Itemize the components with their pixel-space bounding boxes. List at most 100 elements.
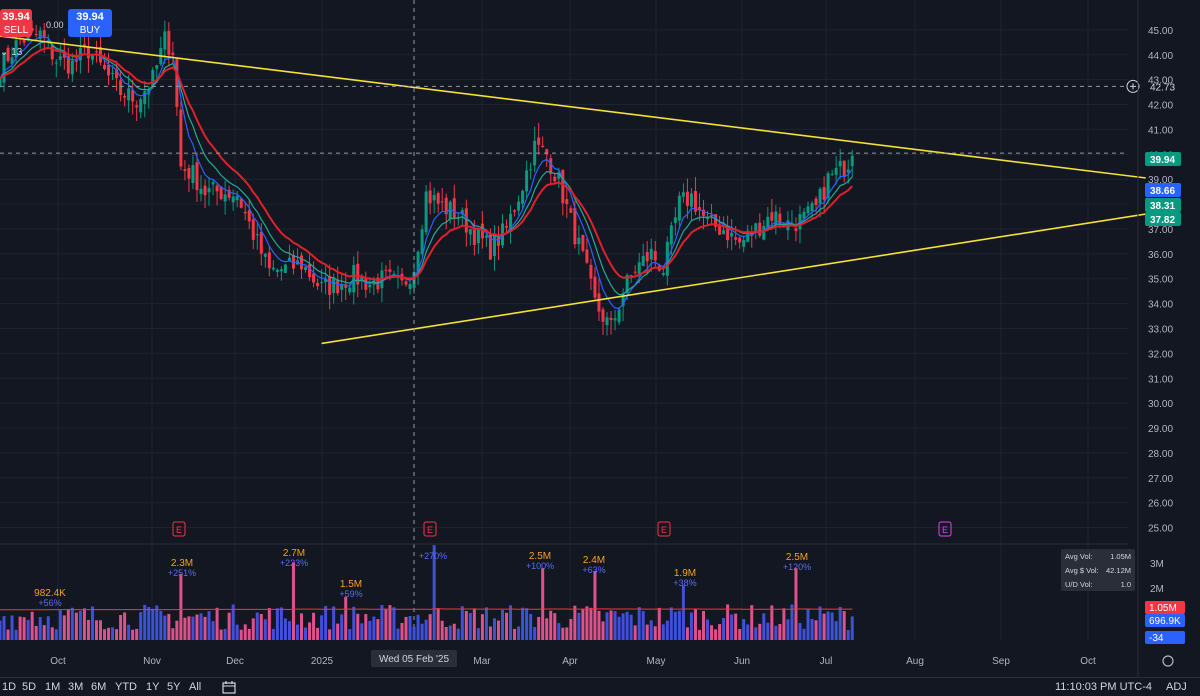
volume-bar (275, 608, 279, 640)
volume-bar (814, 620, 818, 640)
volume-bar (706, 619, 710, 640)
price-chart[interactable]: 45.0044.0043.0042.0041.0040.0039.0038.00… (0, 0, 1200, 677)
candle-body (537, 137, 541, 145)
candle-body (838, 160, 842, 167)
range-3m[interactable]: 3M (68, 681, 84, 693)
candle-body (54, 62, 58, 64)
candle-body (621, 293, 625, 307)
volume-bar (452, 623, 456, 640)
indicator-toggle[interactable]: ⌄ 13 (0, 47, 22, 58)
candle-body (38, 30, 42, 40)
earnings-marker-label: E (176, 525, 182, 535)
buy-label: BUY (79, 25, 101, 36)
time-tick-label: Dec (226, 656, 244, 667)
candle-body (714, 214, 718, 227)
candle-body (444, 197, 448, 215)
sell-button[interactable]: 39.94 SELL (0, 9, 32, 37)
price-tick-label: 41.00 (1148, 125, 1173, 136)
range-ytd[interactable]: YTD (115, 681, 137, 693)
candle-body (163, 31, 167, 50)
candle-body (103, 64, 107, 69)
volume-bar (758, 623, 762, 640)
candle-body (336, 279, 340, 294)
candle-body (488, 235, 492, 260)
candle-body (255, 234, 259, 236)
volume-bar (86, 619, 90, 640)
volume-bar (255, 612, 259, 640)
crosshair-date-label: Wed 05 Feb '25 (379, 654, 450, 665)
volume-bar (243, 624, 247, 640)
volume-bar (195, 614, 199, 640)
volume-bar (621, 613, 625, 640)
candle-body (762, 226, 766, 240)
volume-label-box (1145, 614, 1185, 627)
volume-bar (513, 628, 517, 640)
candle-body (766, 216, 770, 229)
volume-bar (18, 616, 22, 640)
candle-body (818, 188, 822, 204)
volume-bar (657, 607, 661, 640)
earnings-marker (423, 521, 437, 537)
range-1m[interactable]: 1M (45, 681, 61, 693)
candle-body (476, 228, 480, 244)
volume-bar (6, 629, 10, 640)
ma-line-fast (0, 36, 853, 310)
volume-bar (488, 626, 492, 640)
volume-bar (211, 621, 215, 640)
candle-body (243, 211, 247, 214)
candle-body (0, 78, 2, 86)
range-1d[interactable]: 1D (2, 681, 17, 693)
candle-body (22, 39, 26, 43)
avg-dollar-label: Avg $ Vol: (1065, 566, 1099, 575)
volume-bar (693, 608, 697, 640)
volume-bar (718, 624, 722, 640)
candle-body (324, 278, 328, 283)
candle-body (291, 255, 295, 269)
ma-line-mid (0, 41, 853, 296)
volume-bar (46, 616, 50, 640)
avg-vol-row: Avg Vol: 1.05M (1061, 550, 1135, 563)
volume-bar (818, 606, 822, 640)
candle-body (629, 274, 633, 276)
volume-bar (115, 629, 119, 640)
volume-bar (428, 614, 432, 640)
volume-bar (320, 615, 324, 640)
range-5d[interactable]: 5D (22, 681, 37, 693)
range-all[interactable]: All (189, 681, 202, 693)
candle-body (10, 57, 14, 64)
candle-body (58, 56, 62, 60)
volume-bar (10, 615, 14, 640)
adjust-toggle[interactable]: ADJ (1166, 681, 1187, 693)
crosshair-date-box (371, 650, 457, 667)
price-tick-label: 32.00 (1148, 349, 1173, 360)
volume-bar (304, 627, 308, 640)
volume-bar (348, 629, 352, 640)
candle-body (770, 212, 774, 221)
volume-bar (649, 620, 653, 640)
range-1y[interactable]: 1Y (146, 681, 160, 693)
candle-body (167, 30, 171, 55)
volume-bar (231, 604, 235, 640)
volume-annotation-value: 1.5M (340, 579, 362, 590)
volume-bar (62, 615, 66, 640)
price-tick-label: 37.00 (1148, 225, 1173, 236)
candle-body (561, 169, 565, 204)
range-6m[interactable]: 6M (91, 681, 107, 693)
candle-body (726, 225, 730, 241)
volume-bar (456, 628, 460, 640)
candle-body (223, 194, 227, 202)
price-tick-label: 27.00 (1148, 474, 1173, 485)
buy-price: 39.94 (76, 11, 104, 23)
clock[interactable]: 11:10:03 PM UTC-4 (1055, 681, 1153, 693)
earnings-marker (657, 521, 671, 537)
volume-label-box (1145, 601, 1185, 614)
candle-body (681, 192, 685, 197)
volume-annotation-pct: +38% (673, 578, 696, 588)
volume-bar (468, 612, 472, 640)
buy-button[interactable]: 39.94 BUY (68, 9, 112, 37)
range-5y[interactable]: 5Y (167, 681, 181, 693)
candle-body (581, 234, 585, 251)
calendar-range-icon[interactable] (222, 680, 238, 694)
volume-annotation-value: 2.5M (529, 551, 551, 562)
candle-body (754, 223, 758, 233)
